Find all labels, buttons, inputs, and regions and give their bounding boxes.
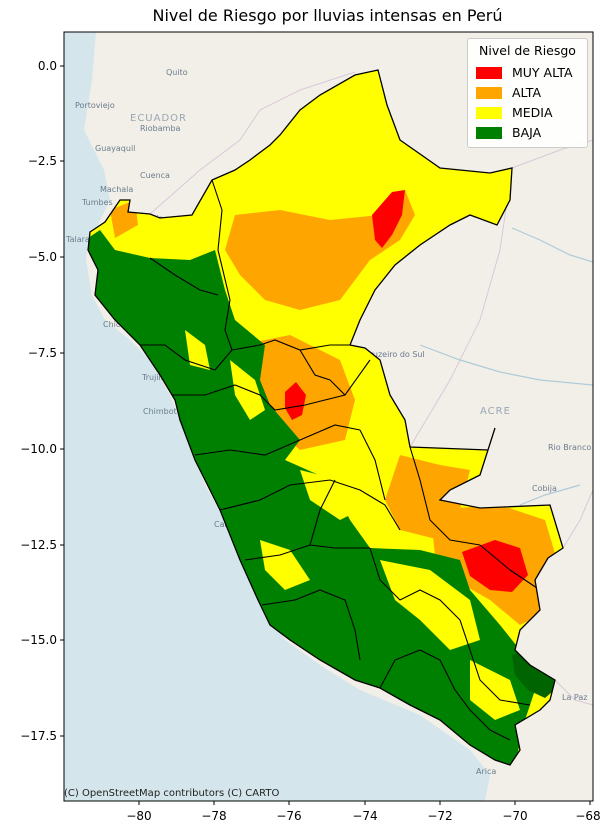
city-label: Cuenca: [140, 171, 170, 180]
city-label: Quito: [166, 68, 188, 77]
legend-label: MUY ALTA: [512, 65, 573, 80]
legend-label: BAJA: [512, 125, 542, 140]
y-tick-label: −15.0: [20, 633, 57, 647]
risk-area-alta: [225, 190, 415, 310]
risk-area-media: [260, 540, 310, 590]
x-tick-label: −76: [276, 809, 301, 823]
legend-label: ALTA: [512, 85, 542, 100]
region-boundary: [359, 429, 386, 501]
y-tick-label: −2.5: [28, 154, 57, 168]
country-label-ecuador: ECUADOR: [130, 113, 187, 124]
y-tick-label: −12.5: [20, 538, 57, 552]
region-boundary: [194, 424, 361, 456]
legend: Nivel de Riesgo MUY ALTA ALTA MEDIA BAJA: [467, 38, 588, 148]
x-tick-label: −68: [575, 809, 600, 823]
risk-area-media: [470, 660, 520, 720]
region-boundary: [479, 544, 541, 591]
region-boundary: [409, 446, 481, 546]
region-boundary: [261, 589, 361, 661]
region-boundaries: [140, 179, 541, 741]
legend-label: MEDIA: [512, 105, 553, 120]
risk-area-muy-alta: [462, 540, 528, 592]
risk-area-media: [300, 470, 360, 520]
x-tick-label: −72: [427, 809, 452, 823]
y-axis: 0.0 −2.5 −5.0 −7.5 −10.0 −12.5 −15.0 −17…: [20, 59, 64, 743]
region-boundary: [309, 479, 336, 546]
risk-area-muy-alta: [285, 382, 306, 420]
country-label-acre: ACRE: [480, 406, 511, 417]
region-boundary: [219, 479, 401, 531]
city-label: Cobija: [532, 484, 557, 493]
city-label: Talara: [65, 235, 90, 244]
basemap-ocean: [64, 32, 490, 801]
city-label: Rio Branco: [548, 443, 591, 452]
city-label: Portoviejo: [75, 101, 115, 110]
basemap-river: [419, 227, 593, 506]
x-tick-label: −70: [502, 809, 527, 823]
legend-swatch: [476, 87, 502, 99]
legend-swatch: [476, 67, 502, 79]
city-label: Chimbote: [143, 407, 182, 416]
city-label: Cruzeiro do Sul: [364, 350, 425, 359]
y-tick-label: −17.5: [20, 729, 57, 743]
city-label: La Paz: [562, 693, 587, 702]
y-tick-label: 0.0: [38, 59, 57, 73]
city-label: Guayaquil: [95, 144, 135, 153]
map-attribution: (C) OpenStreetMap contributors (C) CARTO: [64, 788, 280, 799]
region-boundary: [170, 359, 371, 411]
city-label: Tumbes: [81, 198, 113, 207]
city-label: Machala: [100, 185, 133, 194]
risk-area-muy-alta: [372, 190, 405, 248]
axes-frame: [63, 31, 594, 802]
legend-swatch: [476, 107, 502, 119]
city-label: Arica: [476, 767, 496, 776]
risk-area-media: [185, 330, 210, 370]
y-tick-label: −10.0: [20, 442, 57, 456]
region-boundary: [369, 547, 531, 706]
map-title: Nivel de Riesgo por lluvias intensas en …: [152, 6, 503, 25]
risk-area-media: [380, 560, 480, 650]
city-label: Trujillo: [141, 373, 168, 382]
legend-title: Nivel de Riesgo: [479, 43, 576, 58]
region-boundary: [379, 649, 511, 741]
x-tick-label: −78: [201, 809, 226, 823]
city-label: Riobamba: [140, 124, 181, 133]
region-boundary: [299, 349, 346, 396]
x-tick-label: −80: [126, 809, 151, 823]
y-tick-label: −5.0: [28, 250, 57, 264]
basemap-border: [149, 71, 593, 706]
peru-outline: [87, 69, 564, 766]
risk-areas-muy-alta: [285, 190, 528, 592]
legend-swatch: [476, 127, 502, 139]
y-tick-label: −7.5: [28, 346, 57, 360]
region-boundary: [140, 344, 233, 371]
x-axis: −80 −78 −76 −74 −72 −70 −68: [126, 801, 601, 823]
x-tick-label: −74: [352, 809, 377, 823]
region-boundary: [149, 257, 219, 296]
